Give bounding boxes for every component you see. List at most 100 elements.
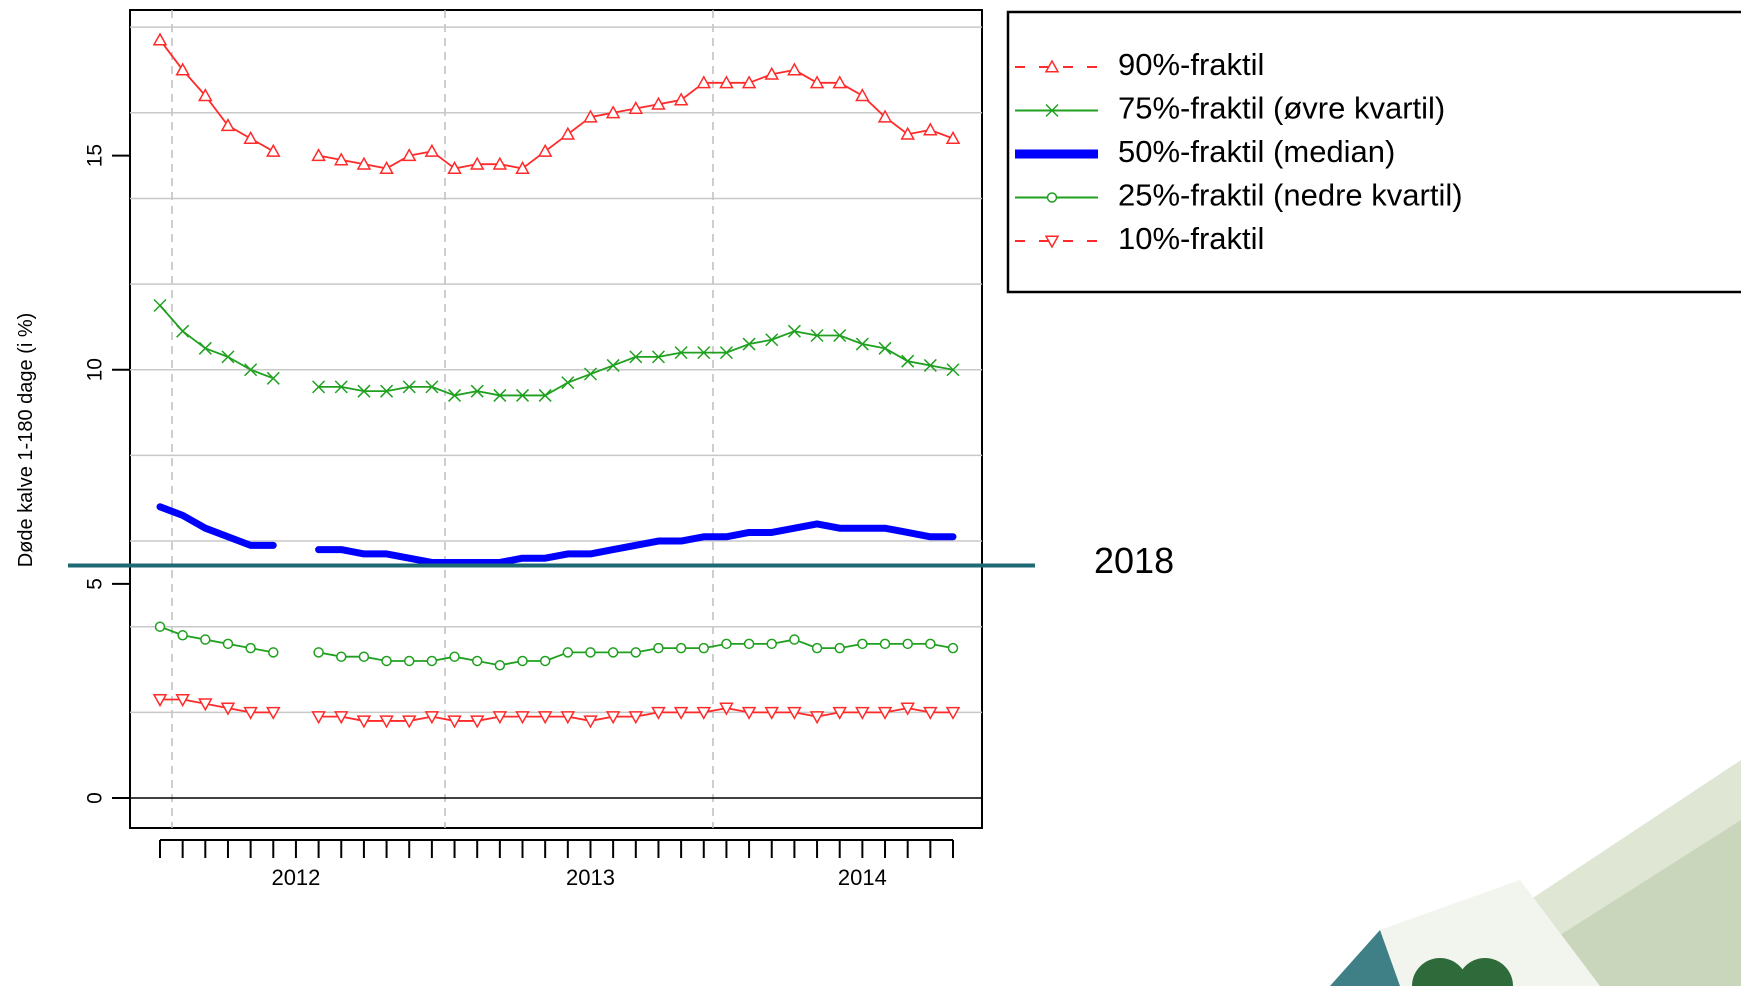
marker: [946, 363, 960, 377]
marker: [426, 655, 438, 667]
marker: [583, 367, 598, 381]
series-line: [159, 304, 954, 397]
y-axis-label: Døde kalve 1-180 dage (i %): [15, 313, 37, 568]
marker: [673, 706, 689, 720]
marker: [766, 638, 777, 650]
legend-label: 10%-fraktil: [1118, 221, 1264, 256]
marker: [787, 62, 802, 76]
marker: [537, 143, 553, 157]
marker: [449, 651, 460, 662]
marker: [198, 698, 213, 712]
legend-box: [1006, 10, 1741, 294]
legend-label: 75%-fraktil (øvre kvartil): [1118, 91, 1445, 126]
series-lines: [152, 32, 961, 729]
marker: [832, 706, 847, 720]
marker: [879, 638, 891, 650]
marker: [268, 647, 279, 658]
marker: [447, 160, 462, 175]
marker: [358, 651, 370, 662]
legend-label: 90%-fraktil: [1118, 47, 1264, 82]
marker: [877, 706, 893, 720]
marker: [560, 711, 576, 725]
marker: [925, 638, 936, 650]
marker: [809, 75, 825, 89]
marker: [403, 655, 415, 667]
marker: [560, 126, 576, 140]
marker: [154, 621, 166, 632]
marker: [764, 706, 780, 720]
marker: [333, 711, 349, 725]
marker: [606, 358, 620, 372]
x-tick-label: 2013: [566, 865, 615, 890]
marker: [152, 32, 168, 46]
y-tick-label: 15: [84, 144, 107, 167]
marker: [243, 130, 258, 145]
grid: [130, 26, 982, 714]
marker: [923, 358, 937, 372]
marker: [492, 711, 508, 725]
marker: [402, 380, 416, 394]
marker: [696, 706, 712, 720]
marker: [878, 341, 892, 355]
marker: [675, 642, 687, 654]
marker: [629, 350, 643, 364]
marker: [537, 711, 553, 725]
marker: [1044, 59, 1060, 73]
marker: [198, 341, 212, 355]
series-line: [159, 625, 954, 667]
marker: [585, 647, 596, 658]
marker: [696, 75, 712, 89]
marker: [605, 105, 621, 119]
marker: [401, 148, 417, 162]
reference: 2018: [68, 540, 1174, 581]
plot-frame: [129, 9, 983, 829]
x-tick-label: 2014: [838, 865, 887, 890]
marker: [947, 642, 959, 654]
marker: [742, 337, 756, 351]
series-line: [159, 39, 954, 170]
marker: [357, 384, 371, 398]
marker: [470, 384, 484, 398]
marker: [834, 642, 845, 654]
series: [153, 298, 960, 402]
marker: [220, 118, 236, 132]
marker: [200, 634, 211, 645]
marker: [583, 109, 598, 123]
legend-item: 25%-fraktil (nedre kvartil): [1015, 178, 1463, 213]
legend-item: 50%-fraktil (median): [1015, 134, 1395, 169]
marker: [539, 655, 551, 667]
marker: [628, 711, 644, 725]
marker: [698, 642, 710, 654]
marker: [152, 693, 168, 708]
marker: [901, 354, 915, 368]
marker: [469, 156, 485, 170]
marker: [425, 380, 439, 394]
marker: [857, 638, 868, 650]
series-line: [156, 503, 957, 566]
marker: [765, 333, 779, 347]
legend-label: 25%-fraktil (nedre kvartil): [1118, 178, 1463, 213]
marker: [743, 638, 755, 650]
series: [152, 693, 961, 729]
marker: [492, 156, 508, 170]
x-tick-label: 2012: [271, 865, 320, 890]
marker: [313, 647, 324, 658]
marker: [923, 706, 938, 720]
marker: [902, 638, 913, 650]
marker: [945, 706, 961, 720]
marker: [311, 711, 326, 725]
marker: [877, 109, 893, 123]
legend-label: 50%-fraktil (median): [1118, 134, 1395, 169]
marker: [243, 706, 258, 720]
marker: [538, 388, 552, 402]
marker: [198, 88, 213, 102]
marker: [651, 350, 665, 364]
marker: [900, 702, 915, 716]
marker: [721, 638, 732, 650]
marker: [515, 388, 530, 402]
marker: [697, 346, 711, 360]
marker: [923, 122, 938, 136]
marker: [244, 363, 258, 377]
